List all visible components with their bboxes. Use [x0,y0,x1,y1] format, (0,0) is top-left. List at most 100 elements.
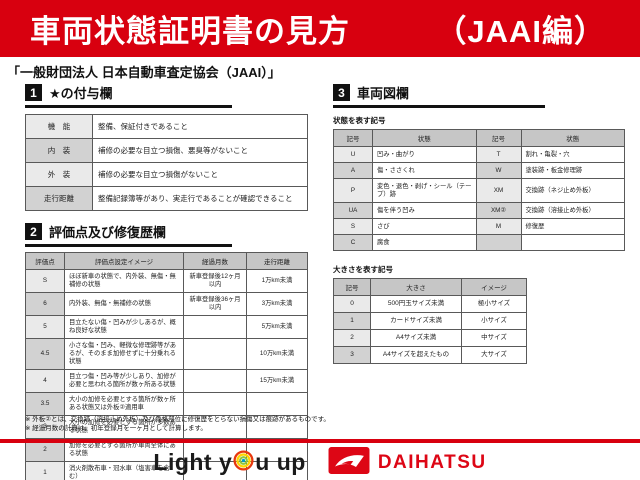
section1-number-badge: 1 [25,84,42,101]
size-code-cell: 0 [333,295,371,313]
right-column: 3 車両図欄 状態を表す記号 記号 状態 記号 状態 U 凹み・曲がり T 割れ… [333,83,625,364]
row-label-cell: 内 装 [25,138,93,163]
score-cell: S [25,269,65,293]
row-label-cell: 外 装 [25,162,93,187]
table-row: S さび M 修復歴 [333,218,625,235]
table-row: 1 カードサイズ未満 小サイズ [333,312,527,330]
table-row: 3 A4サイズを超えたもの 大サイズ [333,346,527,364]
column-header: イメージ [461,278,527,296]
score-cell: 4 [25,369,65,393]
table-header-row: 評価点 評価点設定イメージ 経過月数 走行距離 [25,252,308,270]
symbol-cell [475,234,522,251]
desc-cell: 内外装、無傷・無補修の状態 [64,292,184,316]
title-banner: 車両状態証明書の見方 （JAAI編） [0,0,640,57]
column-header: 走行距離 [246,252,308,270]
size-code-cell: 2 [333,329,371,347]
column-header: 評価点 [25,252,65,270]
months-cell: 新車登録後12ヶ月以内 [183,269,247,293]
footnote-line: ※ 経過月数の計算は、初年登録月を一ヶ月として計算します。 [25,425,207,432]
column-header: 大きさ [370,278,462,296]
table-row: 4 目立つ傷・凹み等が少しあり、加修が必要と思われる箇所が数ヶ所ある状態 15万… [25,369,308,393]
state-cell: 凹み・曲がり [372,146,477,163]
size-desc-cell: カードサイズ未満 [370,312,462,330]
score-cell: 3 [25,415,65,439]
symbol-cell: XM② [475,202,522,219]
page-title-edition: （JAAI編） [435,14,606,49]
mileage-cell: 10万km未満 [246,338,308,370]
row-desc-cell: 整備記録簿等があり、実走行であることが確認できること [92,186,308,211]
desc-cell: 大小の加修を必要とする箇所が数ヶ所ある状態又は外板②適用車 [64,392,184,416]
daihatsu-logo: DAIHATSU [328,446,487,479]
target-circle-icon [233,450,254,477]
column-header: 記号 [333,129,373,147]
section1-header: 1 ★の付与欄 [25,83,232,108]
months-cell [183,392,247,416]
state-cell [520,234,625,251]
column-header: 記号 [475,129,522,147]
mileage-cell: 5万km未満 [246,315,308,339]
state-cell: 傷・ささくれ [372,162,477,179]
symbol-cell: W [475,162,522,179]
score-cell: 5 [25,315,65,339]
state-cell: 腐食 [372,234,477,251]
table-row: S ほぼ新車の状態で、内外装、無傷・無補修の状態 新車登録後12ヶ月以内 1万k… [25,269,308,293]
footnote-line: ※ 外板②とは、交換跡（溶接止め外板）及び骨格部位に修復歴をとらない損傷又は痕跡… [25,416,330,423]
row-label-cell: 走行距離 [25,186,93,211]
column-header: 記号 [333,278,371,296]
symbol-cell: P [333,178,373,203]
table-row: 外 装 補修の必要な目立つ損傷がないこと [25,162,308,187]
state-cell: さび [372,218,477,235]
table-row: 5 目立たない傷・凹みが少しあるが、概ね良好な状態 5万km未満 [25,315,308,339]
column-header: 評価点設定イメージ [64,252,184,270]
symbol-cell: A [333,162,373,179]
footnotes: ※ 外板②とは、交換跡（溶接止め外板）及び骨格部位に修復歴をとらない損傷又は痕跡… [25,415,330,433]
table-row: 走行距離 整備記録簿等があり、実走行であることが確認できること [25,186,308,211]
light-you-up-logo: Light y u up [153,448,305,477]
score-cell: 1 [25,461,65,480]
score-cell: 4.5 [25,338,65,370]
table-row: 機 能 整備、保証付きであること [25,114,308,139]
state-cell: 傷を伴う凹み [372,202,477,219]
section3-title: 車両図欄 [357,86,410,101]
column-header: 状態 [372,129,477,147]
section2-number-badge: 2 [25,223,42,240]
months-cell: 新車登録後36ヶ月以内 [183,292,247,316]
table-row: 3 大小の加修を必要とする箇所が多数ある状態 [25,415,308,439]
table-row: 0 500円玉サイズ未満 極小サイズ [333,295,527,313]
symbol-cell: T [475,146,522,163]
state-symbols-table: 記号 状態 記号 状態 U 凹み・曲がり T 割れ・亀裂・穴 A 傷・ささくれ … [333,129,625,251]
desc-cell: 目立たない傷・凹みが少しあるが、概ね良好な状態 [64,315,184,339]
mileage-cell [246,461,308,480]
daihatsu-wordmark: DAIHATSU [377,451,487,473]
months-cell [183,369,247,393]
table-row: 内 装 補修の必要な目立つ損傷、悪臭等がないこと [25,138,308,163]
section1-title: ★の付与欄 [49,86,113,101]
section2-header: 2 評価点及び修復歴欄 [25,222,232,247]
symbol-cell: S [333,218,373,235]
size-desc-cell: 500円玉サイズ未満 [370,295,462,313]
desc-cell: 目立つ傷・凹み等が少しあり、加修が必要と思われる箇所が数ヶ所ある状態 [64,369,184,393]
mileage-cell: 3万km未満 [246,292,308,316]
table-row: P 変色・退色・剥げ・シール（テープ）跡 XM 交換跡（ネジ止め外板） [333,178,625,203]
symbol-cell: C [333,234,373,251]
table-row: 2 A4サイズ未満 中サイズ [333,329,527,347]
desc-cell: 小さな傷・凹み、軽微な修理跡等があるが、そのまま加修せずに十分乗れる状態 [64,338,184,370]
footer: Light y u up DAIHATSU [0,445,640,480]
left-column: 1 ★の付与欄 機 能 整備、保証付きであること 内 装 補修の必要な目立つ損傷… [25,83,308,480]
state-cell: 交換跡（溶接止め外板） [520,202,625,219]
section3-number-badge: 3 [333,84,350,101]
table-row: A 傷・ささくれ W 塗装跡・板金修理跡 [333,162,625,179]
row-label-cell: 機 能 [25,114,93,139]
table-row: 6 内外装、無傷・無補修の状態 新車登録後36ヶ月以内 3万km未満 [25,292,308,316]
subtitle: 「一般財団法人 日本自動車査定協会（JAAI）」 [7,65,281,80]
row-desc-cell: 補修の必要な目立つ損傷、悪臭等がないこと [92,138,308,163]
state-cell: 修復歴 [520,218,625,235]
row-desc-cell: 補修の必要な目立つ損傷がないこと [92,162,308,187]
table-row: C 腐食 [333,234,625,251]
size-image-cell: 大サイズ [461,346,527,364]
size-code-cell: 3 [333,346,371,364]
column-header: 状態 [520,129,625,147]
desc-cell: ほぼ新車の状態で、内外装、無傷・無補修の状態 [64,269,184,293]
symbol-cell: UA [333,202,373,219]
